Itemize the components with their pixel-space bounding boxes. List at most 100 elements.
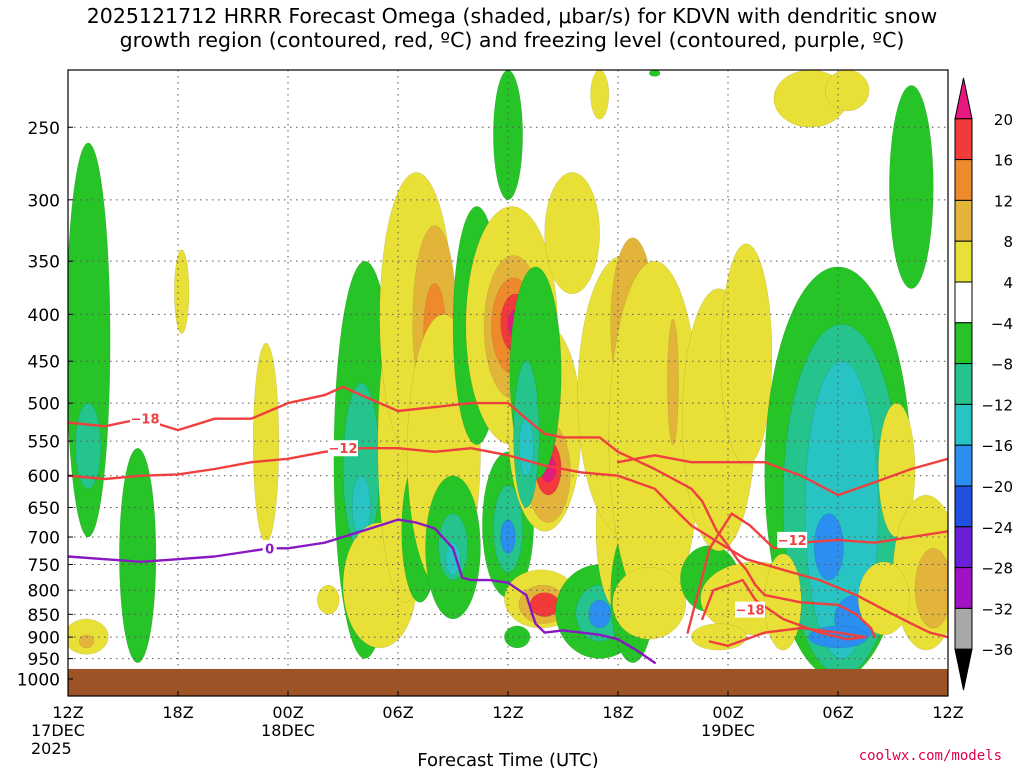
colorbar-swatch-14: [954, 648, 973, 691]
y-tick-label-400: 400: [28, 306, 60, 326]
omega-cell-62: [691, 623, 747, 651]
colorbar-label-10: −24: [981, 519, 1013, 537]
omega-cell-75: [914, 548, 948, 629]
colorbar: 20 16 12 8 4 −4 −8 −12 −16 −20 −24 −28 −32 −36: [954, 77, 1013, 691]
omega-cell-67: [804, 360, 879, 659]
colorbar-label-6: −8: [991, 356, 1013, 374]
colorbar-swatch-3: [954, 199, 973, 242]
contour-label-bg--12: [328, 440, 358, 457]
colorbar-swatch-7: [954, 363, 973, 405]
x-tick-label-24-0: 12Z: [492, 703, 523, 722]
contour--12: [68, 447, 948, 639]
x-tick-label-0-1: 17DEC: [31, 721, 85, 740]
chart-title-line2: growth region (contoured, red, ºC) and f…: [119, 28, 905, 52]
contour-label-bg--18: [130, 410, 160, 427]
omega-cell-64: [824, 70, 870, 112]
chart-title: 2025121712 HRRR Forecast Omega (shaded, …: [0, 4, 1024, 52]
omega-cell-20: [445, 542, 461, 576]
omega-cell-5: [174, 249, 190, 334]
y-tick-label-950: 950: [28, 650, 60, 670]
colorbar-swatch-5: [954, 281, 973, 324]
contour-0: [68, 518, 656, 664]
colorbar-swatch-9: [954, 444, 973, 487]
x-tick-label-36-0: 00Z: [712, 703, 743, 722]
colorbar-swatch-2: [954, 159, 973, 201]
omega-cell-1: [78, 634, 94, 649]
omega-cell-57: [648, 70, 661, 77]
omega-cell-60: [720, 243, 773, 466]
omega-cell-51: [590, 70, 610, 120]
y-tick-label-250: 250: [28, 119, 60, 139]
contour--18-lower: [701, 578, 867, 647]
y-tick-label-850: 850: [28, 606, 60, 626]
omega-cell-56: [667, 319, 679, 445]
y-tick-label-900: 900: [28, 629, 60, 649]
omega-cell-7: [317, 584, 340, 615]
omega-cell-42: [529, 592, 560, 617]
colorbar-label-4: 4: [1003, 274, 1013, 292]
contour--18: [68, 385, 876, 639]
y-axis: 250 300 350 400 450 500 550 600 650 700 750 800 850 9…: [17, 119, 73, 691]
x-tick-label-18-0: 06Z: [382, 703, 413, 722]
contour-lines: −18 −12 −12 −18 0: [68, 385, 948, 664]
colorbar-swatch-12: [954, 567, 973, 609]
colorbar-swatch-6: [954, 322, 973, 365]
omega-shading: [68, 70, 948, 680]
colorbar-label-3: 8: [1003, 233, 1013, 251]
chart-title-line1: 2025121712 HRRR Forecast Omega (shaded, …: [86, 4, 938, 28]
contour-label-0: 0: [265, 542, 274, 557]
colorbar-label-13: −36: [981, 641, 1013, 659]
y-tick-label-700: 700: [28, 529, 60, 549]
colorbar-label-2: 12: [994, 192, 1013, 210]
colorbar-swatch-1: [954, 118, 973, 161]
y-tick-label-800: 800: [28, 582, 60, 602]
x-axis-label: Forecast Time (UTC): [417, 750, 598, 768]
colorbar-label-5: −4: [991, 315, 1013, 333]
y-tick-label-1000: 1000: [17, 671, 60, 691]
omega-cell-38: [518, 418, 534, 476]
omega-cell-73: [889, 85, 934, 289]
x-tick-label-6-0: 18Z: [162, 703, 193, 722]
omega-cell-46: [588, 599, 611, 629]
omega-cell-68: [813, 513, 844, 581]
omega-cell-6: [252, 342, 280, 543]
colorbar-label-7: −12: [981, 396, 1013, 414]
omega-cell-43: [544, 172, 600, 295]
y-tick-label-350: 350: [28, 253, 60, 273]
colorbar-swatch-13: [954, 607, 973, 650]
colorbar-label-0: 20: [994, 111, 1013, 129]
x-tick-label-12-0: 00Z: [272, 703, 303, 722]
contour-label--18: −18: [131, 413, 160, 428]
y-tick-label-300: 300: [28, 191, 60, 211]
colorbar-label-11: −28: [981, 560, 1013, 578]
y-tick-label-550: 550: [28, 433, 60, 453]
colorbar-swatch-4: [954, 240, 973, 283]
omega-cell-55: [612, 566, 687, 640]
contour-label--12: −12: [329, 442, 358, 457]
x-tick-label-30-0: 18Z: [602, 703, 633, 722]
contour-label-bg--12-lower: [777, 531, 808, 548]
x-tick-label-0-2: 2025: [31, 739, 72, 758]
y-tick-label-450: 450: [28, 353, 60, 373]
x-tick-label-48-0: 12Z: [932, 703, 963, 722]
contour-label--12-lower: −12: [778, 534, 807, 549]
colorbar-swatch-8: [954, 403, 973, 446]
colorbar-label-1: 16: [994, 152, 1013, 170]
contour--12-upper: [616, 454, 948, 497]
x-tick-label-12-1: 18DEC: [261, 721, 315, 740]
contour-label-bg--18-lower: [735, 601, 765, 618]
y-tick-label-600: 600: [28, 467, 60, 487]
colorbar-swatch-11: [954, 526, 973, 569]
x-tick-label-36-1: 19DEC: [701, 721, 755, 740]
contour--12-lower: [686, 512, 948, 634]
y-tick-label-650: 650: [28, 499, 60, 519]
credit-link[interactable]: coolwx.com/models: [858, 748, 1002, 764]
y-tick-label-500: 500: [28, 395, 60, 415]
x-tick-label-0-0: 12Z: [52, 703, 83, 722]
colorbar-label-12: −32: [981, 600, 1013, 618]
contour-label--18-lower: −18: [736, 604, 765, 619]
y-tick-label-750: 750: [28, 556, 60, 576]
colorbar-swatch-0: [954, 77, 973, 120]
